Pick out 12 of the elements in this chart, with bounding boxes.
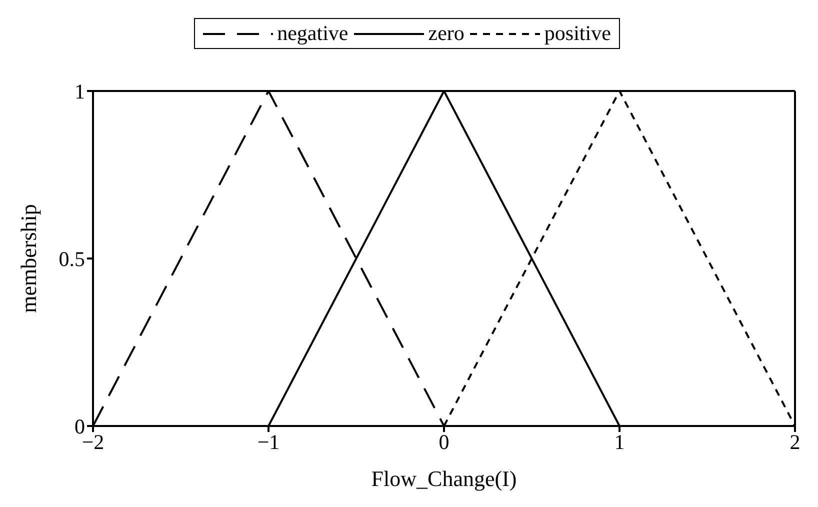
x-tick-label: 0 bbox=[438, 430, 450, 454]
y-tick-label: 1 bbox=[74, 79, 85, 104]
y-tick-label: 0 bbox=[74, 414, 85, 438]
legend-label: negative bbox=[277, 21, 348, 46]
legend-label: positive bbox=[544, 21, 611, 46]
x-tick-label: 2 bbox=[790, 430, 800, 454]
x-axis-title: Flow_Change(I) bbox=[371, 466, 517, 491]
legend-label: zero bbox=[428, 21, 464, 46]
y-tick-label: 0.5 bbox=[58, 246, 85, 271]
x-tick-label: 1 bbox=[614, 430, 625, 454]
y-axis-title: membership bbox=[16, 204, 41, 313]
x-tick-label: −1 bbox=[257, 430, 280, 454]
